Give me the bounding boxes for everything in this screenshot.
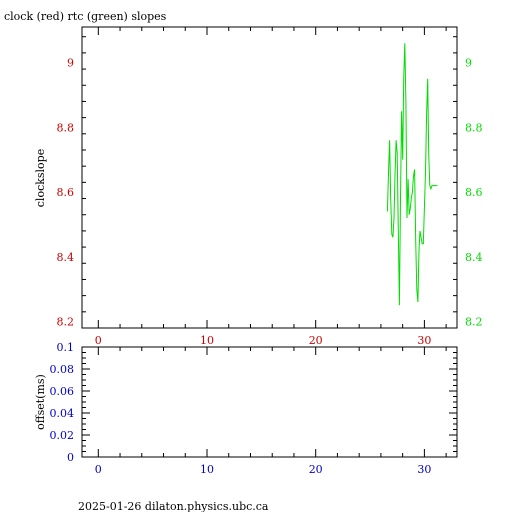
top-series-group bbox=[386, 43, 438, 306]
top-panel: clockslope 0 10 20 30 8.2 8.2 8.4 8.4 8.6 8.6 8.8 8… bbox=[34, 26, 483, 347]
bottom-axes: 0 10 20 30 0 0.02 0.04 0.06 0.08 0.1 bbox=[50, 341, 457, 476]
top-x-tick-label: 10 bbox=[200, 334, 214, 347]
bottom-x-tick-label: 20 bbox=[309, 463, 323, 476]
top-y-tick-label-right: 8.4 bbox=[465, 251, 483, 264]
top-y-tick-label-left: 9 bbox=[67, 57, 74, 70]
bottom-x-tick-label: 30 bbox=[417, 463, 431, 476]
chart-title: clock (red) rtc (green) slopes bbox=[4, 10, 167, 23]
top-y-tick-label-left: 8.4 bbox=[57, 251, 75, 264]
bottom-y-tick-label-left: 0.06 bbox=[50, 385, 75, 398]
top-axes: 0 10 20 30 8.2 8.2 8.4 8.4 8.6 8.6 8.8 8.8 9 9 bbox=[57, 27, 483, 347]
top-y-axis-label: clockslope bbox=[34, 149, 47, 207]
top-y-tick-label-right: 8.8 bbox=[465, 121, 483, 134]
bottom-x-tick-label: 10 bbox=[200, 463, 214, 476]
top-x-tick-label: 20 bbox=[309, 334, 323, 347]
top-plot-frame bbox=[81, 26, 458, 329]
bottom-y-tick-label-left: 0.04 bbox=[50, 407, 75, 420]
top-y-tick-label-right: 8.2 bbox=[465, 316, 483, 329]
top-y-tick-label-left: 8.2 bbox=[57, 316, 75, 329]
footer-text: 2025-01-26 dilaton.physics.ubc.ca bbox=[78, 500, 269, 512]
top-x-tick-label: 30 bbox=[417, 334, 431, 347]
top-y-tick-label-left: 8.8 bbox=[57, 121, 75, 134]
top-y-tick-label-right: 9 bbox=[465, 57, 472, 70]
bottom-y-axis-label: offset(ms) bbox=[34, 374, 47, 430]
bottom-y-tick-label-left: 0.1 bbox=[57, 341, 75, 354]
top-y-tick-label-left: 8.6 bbox=[57, 186, 75, 199]
top-y-tick-label-right: 8.6 bbox=[465, 186, 483, 199]
bottom-plot-frame bbox=[81, 346, 458, 458]
bottom-y-tick-label-left: 0.02 bbox=[50, 429, 75, 442]
bottom-x-tick-label: 0 bbox=[95, 463, 102, 476]
bottom-y-tick-label-left: 0 bbox=[67, 451, 74, 464]
top-series-rtc bbox=[386, 43, 438, 306]
bottom-y-tick-label-left: 0.08 bbox=[50, 363, 75, 376]
top-x-tick-label: 0 bbox=[95, 334, 102, 347]
bottom-panel: offset(ms) 0 10 20 30 0 0.02 0.04 0.06 0.08 0.1 bbox=[34, 341, 458, 476]
